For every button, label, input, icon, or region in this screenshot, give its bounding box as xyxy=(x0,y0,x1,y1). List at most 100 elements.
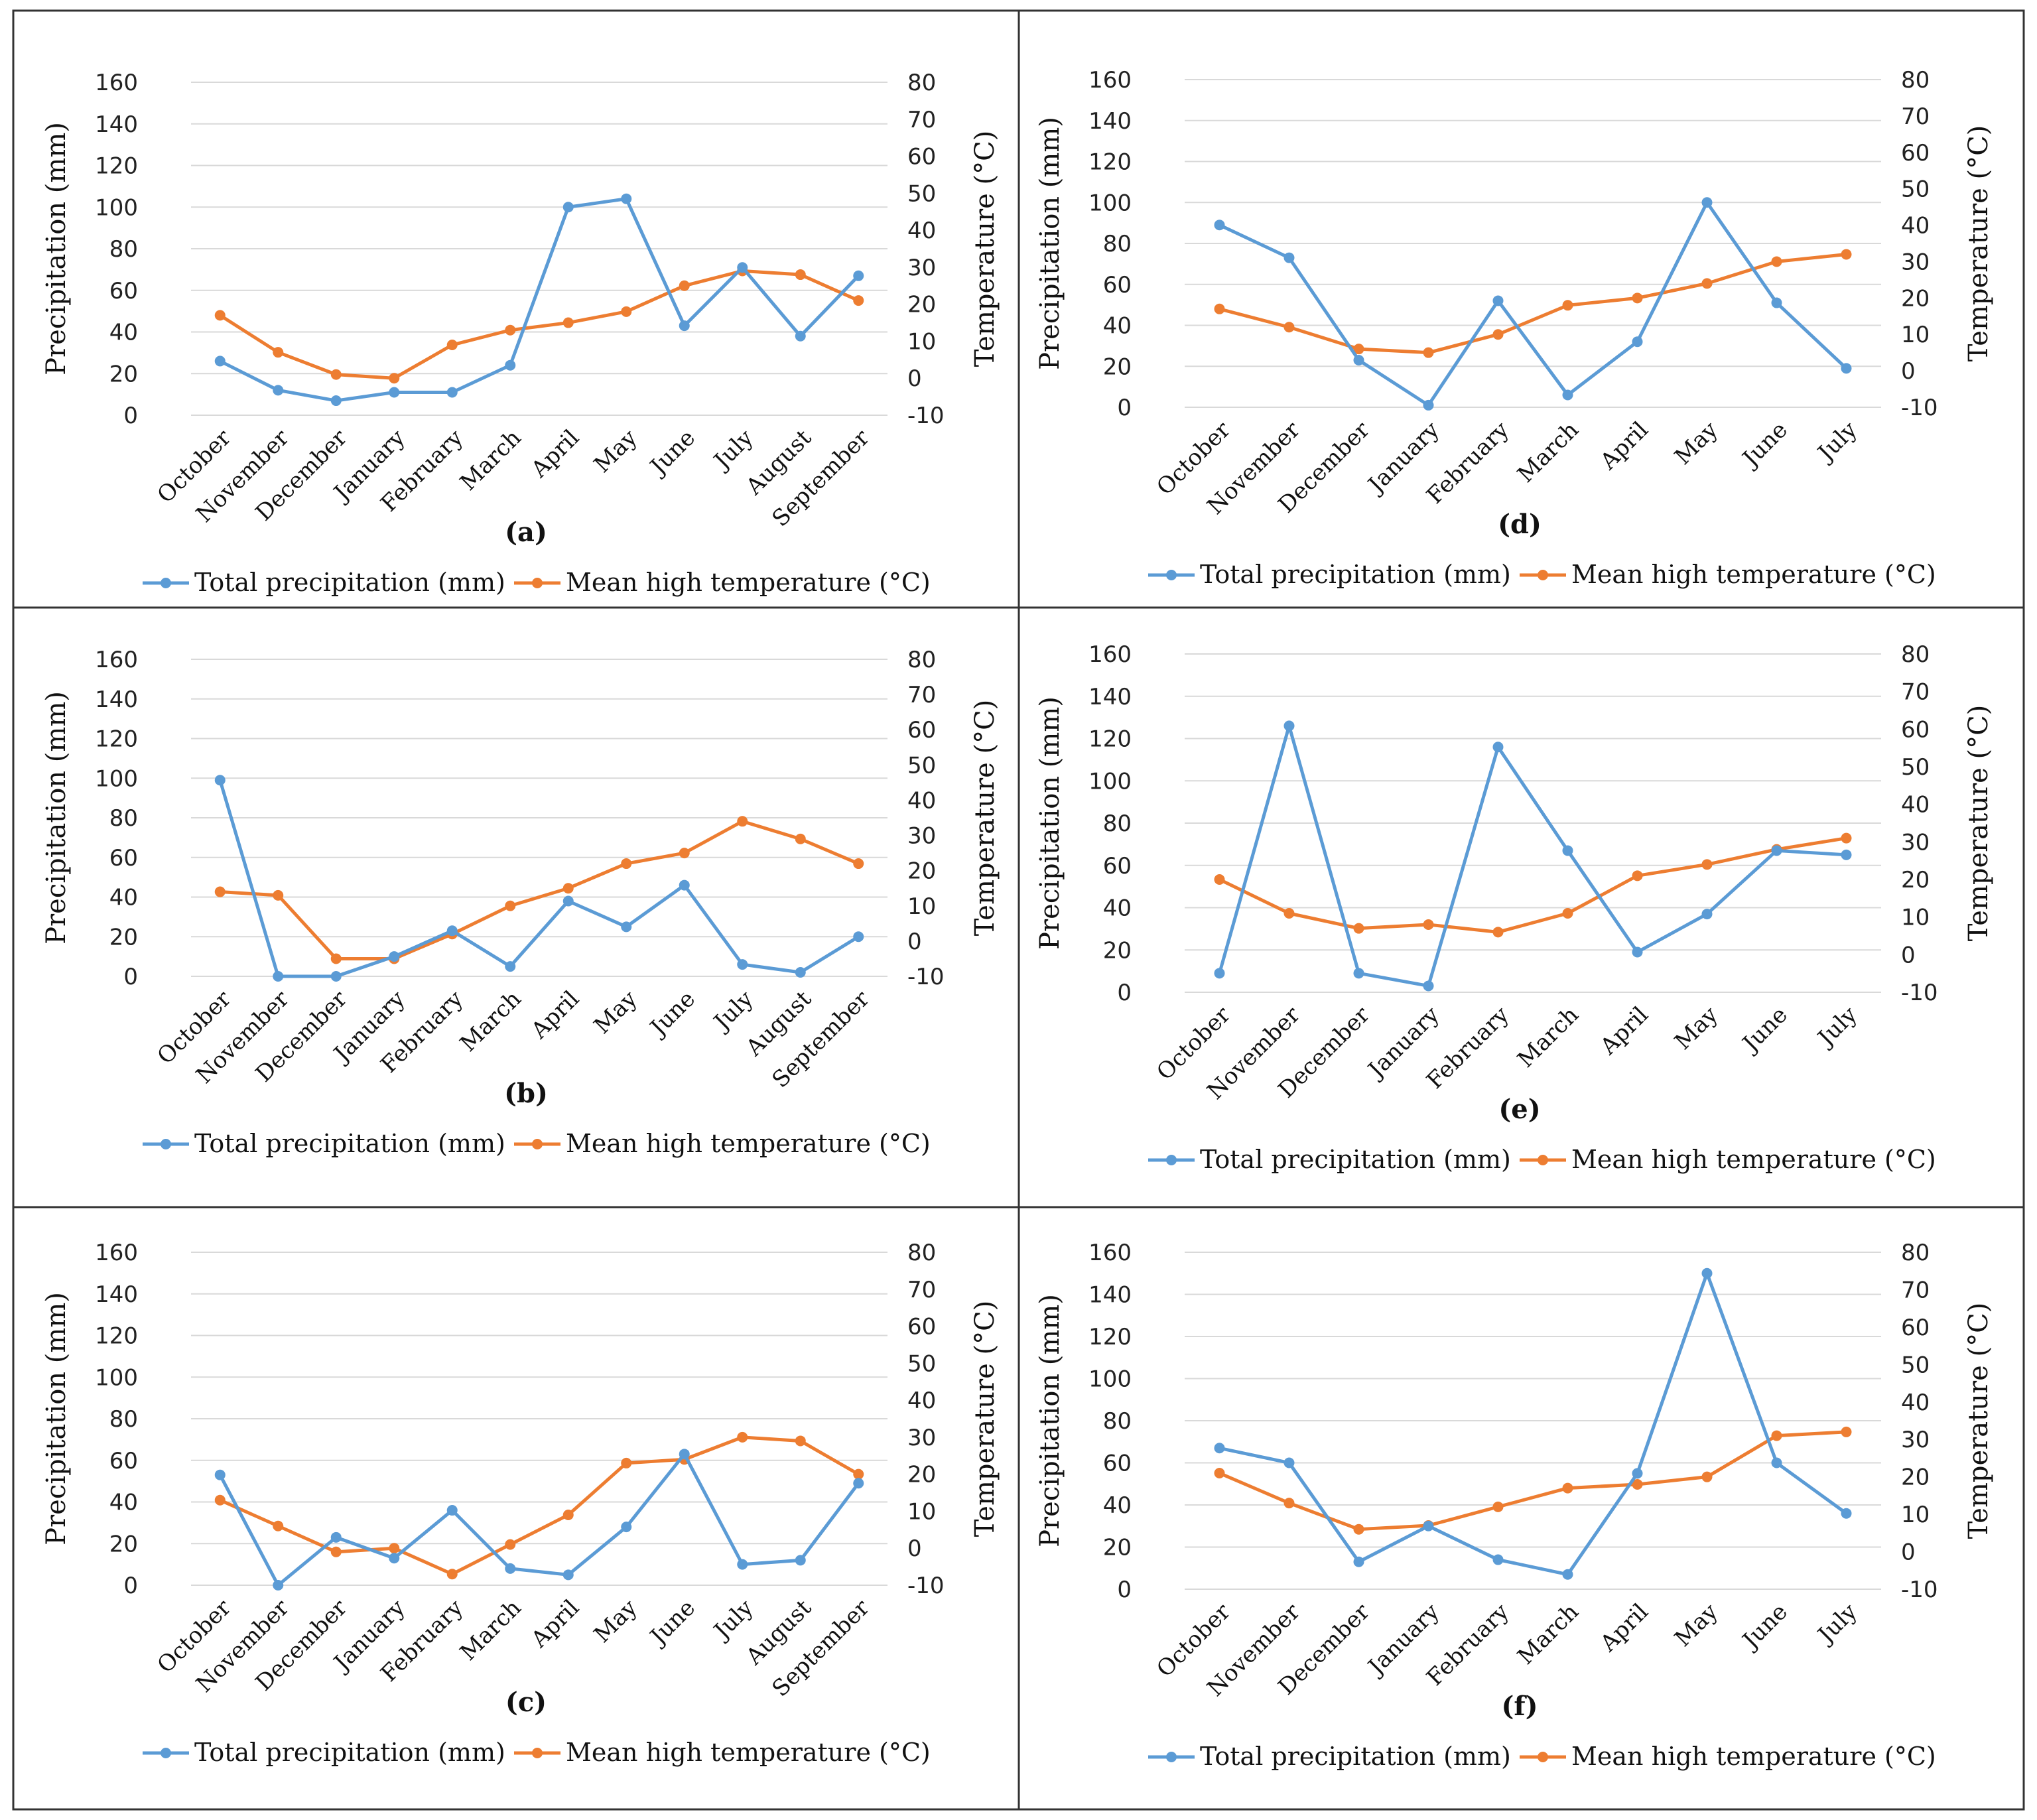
category-label: June xyxy=(644,424,700,481)
temperature-point xyxy=(1771,1430,1782,1441)
temperature-point xyxy=(679,280,690,291)
temperature-series-line xyxy=(1218,252,1847,355)
left-tick-label: 100 xyxy=(95,1364,138,1391)
left-tick-label: 160 xyxy=(95,647,138,673)
panel-label: (d) xyxy=(1498,509,1542,540)
right-tick-label: 40 xyxy=(907,787,936,814)
right-tick-label: 70 xyxy=(907,682,936,708)
precipitation-point xyxy=(679,1449,690,1460)
left-tick-label: 0 xyxy=(1117,395,1132,421)
temperature-point xyxy=(1353,1524,1364,1535)
panel-label: (f) xyxy=(1501,1691,1538,1722)
right-tick-label: 50 xyxy=(1901,1352,1930,1378)
precipitation-point xyxy=(795,330,806,342)
category-label: May xyxy=(1670,1002,1723,1055)
temperature-point xyxy=(737,1431,748,1443)
left-tick-label: 40 xyxy=(109,885,138,911)
chart-panel-c: 0 20 40 60 80 100 120 140 160 -10 0 10 20 30 40 50 60 70 8… xyxy=(41,1240,1000,1767)
left-tick-label: 0 xyxy=(1117,980,1132,1006)
temperature-point xyxy=(853,295,864,306)
precipitation-point xyxy=(1562,389,1573,401)
precipitation-point xyxy=(737,1559,748,1570)
precipitation-point xyxy=(853,270,864,281)
right-tick-label: 0 xyxy=(1901,358,1916,385)
left-tick-label: 140 xyxy=(1088,1282,1132,1309)
left-axis-title: Precipitation (mm) xyxy=(1035,696,1065,950)
precipitation-point xyxy=(1562,845,1573,856)
category-label: April xyxy=(525,424,584,484)
precipitation-point xyxy=(1701,909,1713,920)
temperature-point xyxy=(737,816,748,827)
left-tick-label: 100 xyxy=(1088,1366,1132,1393)
category-label: June xyxy=(644,986,700,1042)
temperature-point xyxy=(1492,329,1504,340)
temperature-point xyxy=(1214,1468,1225,1479)
right-axis-title: Temperature (°C) xyxy=(970,1301,1000,1537)
temperature-series-line xyxy=(219,1435,860,1576)
precipitation-legend-marker xyxy=(1166,570,1177,580)
right-tick-label: 80 xyxy=(907,1240,936,1266)
temperature-point xyxy=(1701,278,1713,289)
precipitation-point xyxy=(562,1569,574,1581)
temperature-point xyxy=(1632,292,1643,304)
left-tick-label: 80 xyxy=(1103,231,1132,257)
temperature-point xyxy=(1492,927,1504,938)
right-tick-label: 20 xyxy=(1901,1464,1930,1491)
precipitation-legend-label: Total precipitation (mm) xyxy=(1200,1742,1511,1771)
right-tick-label: 40 xyxy=(907,1388,936,1414)
temperature-point xyxy=(505,900,516,911)
precipitation-point xyxy=(1283,252,1295,263)
right-tick-label: 70 xyxy=(907,107,936,133)
right-tick-label: 0 xyxy=(1901,942,1916,968)
right-tick-label: 70 xyxy=(1901,1277,1930,1303)
precipitation-legend-marker xyxy=(161,578,171,588)
precipitation-point xyxy=(1632,1468,1643,1479)
left-tick-label: 40 xyxy=(109,320,138,346)
left-tick-label: 0 xyxy=(123,1573,138,1599)
precipitation-point xyxy=(330,395,342,407)
right-tick-label: -10 xyxy=(1901,980,1938,1006)
right-tick-label: 20 xyxy=(1901,867,1930,893)
precipitation-series-line xyxy=(219,197,860,403)
precipitation-point xyxy=(273,1580,284,1591)
left-tick-label: 20 xyxy=(109,924,138,950)
right-tick-label: 80 xyxy=(1901,67,1930,94)
category-label: May xyxy=(589,986,643,1039)
precipitation-point xyxy=(330,971,342,982)
left-tick-label: 80 xyxy=(109,1406,138,1433)
precipitation-series-line xyxy=(218,1452,860,1587)
left-tick-label: 100 xyxy=(95,194,138,221)
chart-panel-d: 0 20 40 60 80 100 120 140 160 -10 0 10 20 30 40 50 60 70 8… xyxy=(1035,67,1994,589)
right-tick-label: 0 xyxy=(1901,1539,1916,1566)
temperature-point xyxy=(446,340,458,351)
temperature-point xyxy=(621,858,632,870)
temperature-legend-marker xyxy=(1538,1752,1548,1762)
left-tick-label: 20 xyxy=(1103,1535,1132,1561)
precipitation-point xyxy=(679,879,690,891)
right-tick-label: 50 xyxy=(907,752,936,779)
temperature-point xyxy=(1353,923,1364,934)
precipitation-point xyxy=(1771,297,1782,308)
right-tick-label: 50 xyxy=(907,180,936,207)
left-axis-title: Precipitation (mm) xyxy=(1035,1294,1065,1547)
category-label: March xyxy=(1512,1598,1584,1670)
precipitation-point xyxy=(505,961,516,972)
precipitation-legend-marker xyxy=(1166,1752,1177,1762)
left-tick-label: 140 xyxy=(1088,684,1132,710)
precipitation-point xyxy=(737,262,748,273)
temperature-point xyxy=(1701,859,1713,870)
precipitation-point xyxy=(214,775,226,786)
left-tick-label: 40 xyxy=(109,1490,138,1516)
right-tick-label: 50 xyxy=(1901,754,1930,781)
precipitation-point xyxy=(621,921,632,933)
right-tick-label: -10 xyxy=(907,403,945,429)
precipitation-point xyxy=(1632,946,1643,958)
category-label: April xyxy=(1595,1598,1654,1658)
category-label: July xyxy=(1811,1002,1863,1053)
precipitation-point xyxy=(1492,742,1504,753)
right-tick-label: 0 xyxy=(907,929,922,955)
left-tick-label: 140 xyxy=(95,1281,138,1308)
temperature-point xyxy=(795,833,806,844)
left-tick-label: 0 xyxy=(123,964,138,990)
temperature-legend-label: Mean high temperature (°C) xyxy=(566,1738,931,1767)
